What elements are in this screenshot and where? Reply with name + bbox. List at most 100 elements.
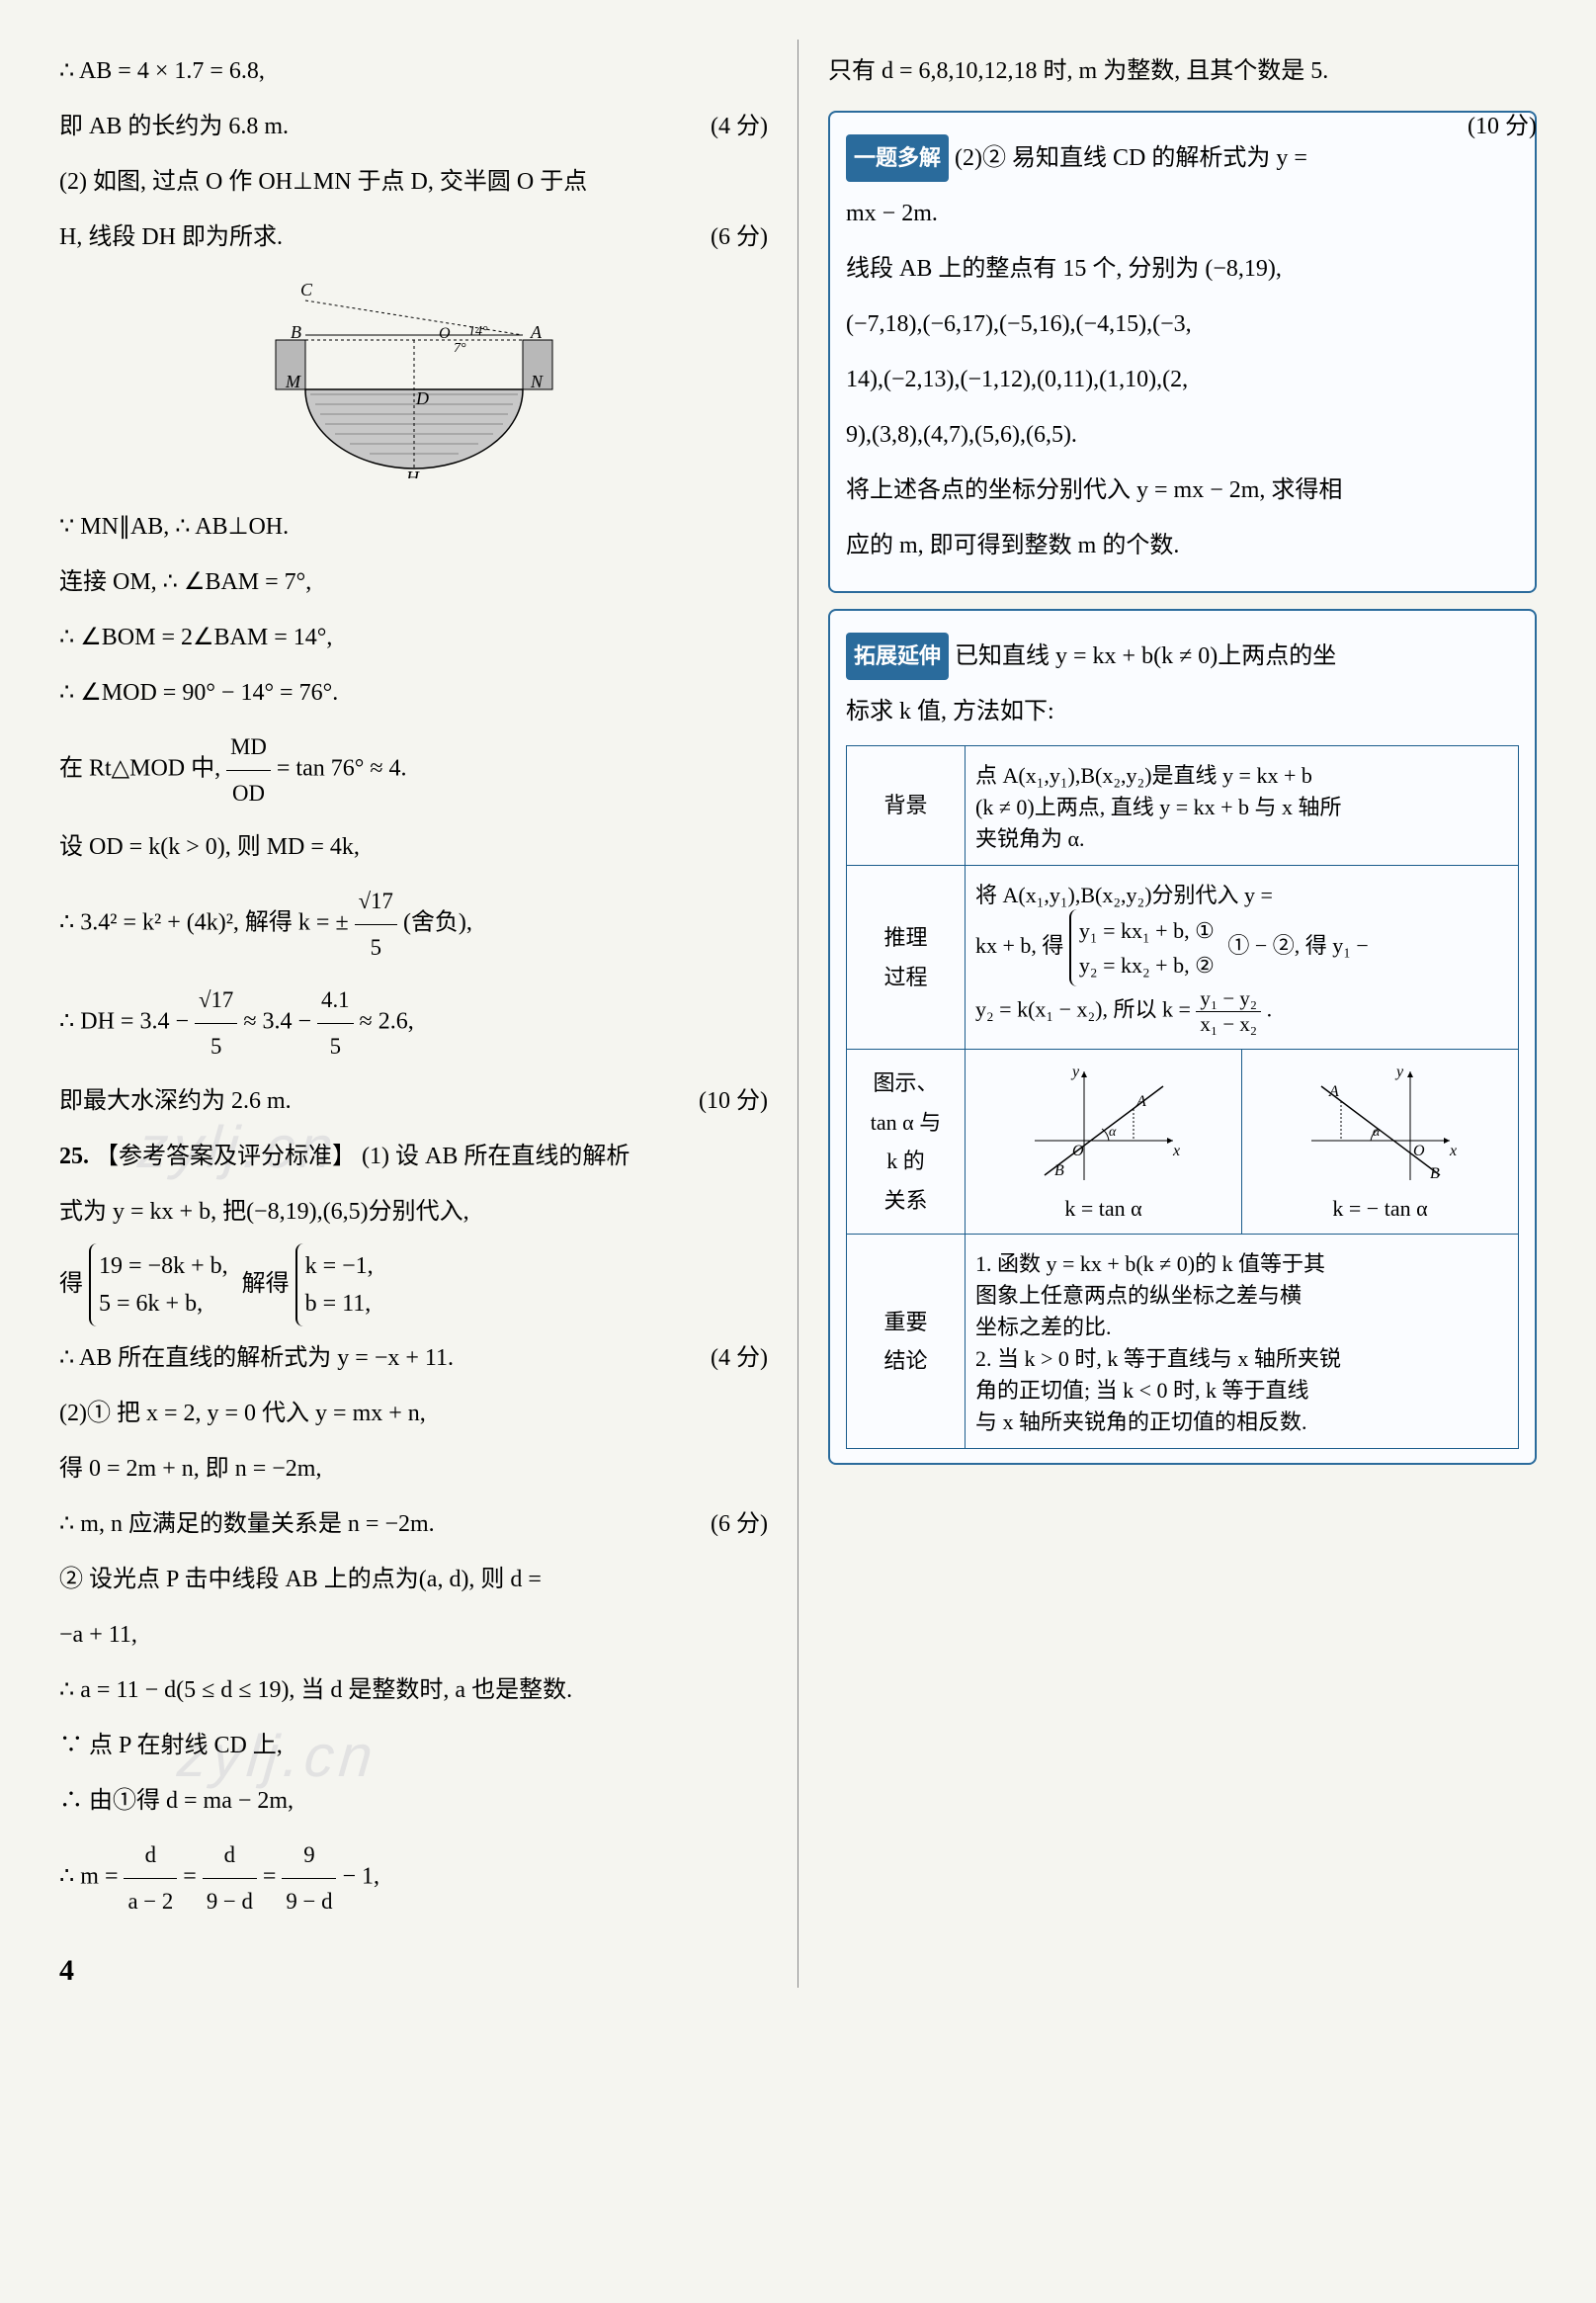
table-row: 图示、 tan α 与 k 的 关系 x y O A — [847, 1050, 1519, 1235]
fraction: d a − 2 — [124, 1833, 177, 1923]
text: ∴ DH = 3.4 − — [59, 1009, 195, 1035]
text-line: ∴ ∠BOM = 2∠BAM = 14°, — [59, 614, 768, 661]
graph-negative-k: x y O A B α — [1302, 1062, 1460, 1190]
svg-text:A: A — [1135, 1093, 1146, 1110]
text-line: ∵ MN∥AB, ∴ AB⊥OH. — [59, 503, 768, 551]
q25-header: 25. 【参考答案及评分标准】 (1) 设 AB 所在直线的解析 — [59, 1133, 768, 1180]
svg-text:H: H — [405, 468, 420, 478]
score: (4 分) — [711, 103, 768, 150]
text: ∴ 3.4² = k² + (4k)², 解得 k = ± — [59, 910, 355, 936]
row-content: 1. 函数 y = kx + b(k ≠ 0)的 k 值等于其 图象上任意两点的… — [966, 1235, 1519, 1449]
svg-text:O: O — [439, 325, 451, 342]
text-line: 将上述各点的坐标分别代入 y = mx − 2m, 求得相 — [846, 467, 1519, 514]
svg-text:B: B — [1430, 1165, 1440, 1182]
text-line: 14),(−2,13),(−1,12),(0,11),(1,10),(2, — [846, 356, 1519, 403]
text-line: ∴ ∠MOD = 90° − 14° = 76°. — [59, 669, 768, 717]
text-line: ∴ m, n 应满足的数量关系是 n = −2m. (6 分) — [59, 1500, 768, 1548]
denominator: 9 − d — [203, 1879, 257, 1924]
q25-title: 【参考答案及评分标准】 — [95, 1144, 356, 1169]
text: (舍负), — [403, 910, 472, 936]
svg-text:O: O — [1413, 1143, 1425, 1159]
graph-label: k = tan α — [975, 1196, 1231, 1222]
denominator: 5 — [355, 925, 397, 971]
text-line: ∴ AB 所在直线的解析式为 y = −x + 11. (4 分) — [59, 1334, 768, 1382]
fraction: √17 5 — [195, 978, 237, 1068]
denominator: 5 — [195, 1024, 237, 1069]
fraction: d 9 − d — [203, 1833, 257, 1923]
text-line: 得 0 = 2m + n, 即 n = −2m, — [59, 1445, 768, 1493]
equation-system: 得 19 = −8k + b, 5 = 6k + b, 解得 k = −1, b… — [59, 1243, 768, 1327]
table-row: 重要 结论 1. 函数 y = kx + b(k ≠ 0)的 k 值等于其 图象… — [847, 1235, 1519, 1449]
eq: b = 11, — [305, 1285, 374, 1322]
alt-solution-box: 一题多解 (2)② 易知直线 CD 的解析式为 y = mx − 2m. 线段 … — [828, 111, 1537, 593]
graph-positive-k: x y O A B α — [1025, 1062, 1183, 1190]
brace-left: 19 = −8k + b, 5 = 6k + b, — [89, 1243, 236, 1327]
page-content: ∴ AB = 4 × 1.7 = 6.8, 即 AB 的长约为 6.8 m. (… — [59, 40, 1537, 1988]
svg-text:14°: 14° — [468, 324, 488, 339]
svg-text:x: x — [1449, 1143, 1457, 1159]
row-label: 背景 — [847, 746, 966, 866]
text-line: mx − 2m. — [846, 190, 1519, 237]
svg-text:B: B — [1054, 1162, 1064, 1179]
text-line: 设 OD = k(k > 0), 则 MD = 4k, — [59, 823, 768, 871]
denominator: OD — [226, 771, 271, 816]
text-line: 式为 y = kx + b, 把(−8,19),(6,5)分别代入, — [59, 1188, 768, 1236]
text: ∴ m = — [59, 1864, 124, 1890]
denominator: x₁ − x₂ — [1196, 1012, 1261, 1037]
text: 1. 函数 y = kx + b(k ≠ 0)的 k 值等于其 — [975, 1246, 1508, 1278]
text: 夹锐角为 α. — [975, 821, 1508, 853]
text-line: 在 Rt△MOD 中, MD OD = tan 76° ≈ 4. — [59, 725, 768, 815]
eq-line: y₂ = k(x₁ − x₂), 所以 k = y₁ − y₂ x₁ − x₂ … — [975, 986, 1508, 1037]
figure-svg: C B A M N D O H 14° 7° — [246, 281, 582, 478]
eq: 5 = 6k + b, — [99, 1285, 228, 1322]
row-content: 将 A(x₁,y₁),B(x₂,y₂)分别代入 y = kx + b, 得 y₁… — [966, 866, 1519, 1050]
graph-cell: x y O A B α k = − tan α — [1242, 1050, 1519, 1235]
fraction: MD OD — [226, 725, 271, 815]
text-line: (2) 如图, 过点 O 作 OH⊥MN 于点 D, 交半圆 O 于点 — [59, 158, 768, 206]
svg-text:M: M — [285, 372, 301, 391]
text-line: 标求 k 值, 方法如下: — [846, 688, 1519, 735]
numerator: d — [124, 1833, 177, 1879]
text: 图象上任意两点的纵坐标之差与横 — [975, 1278, 1508, 1310]
text: 2. 当 k > 0 时, k 等于直线与 x 轴所夹锐 — [975, 1341, 1508, 1373]
semicircle-figure: C B A M N D O H 14° 7° — [59, 281, 768, 483]
text: = tan 76° ≈ 4. — [277, 756, 407, 782]
denominator: a − 2 — [124, 1879, 177, 1924]
text: (2)② 易知直线 CD 的解析式为 y = — [955, 145, 1307, 171]
svg-text:O: O — [1072, 1143, 1084, 1159]
numerator: √17 — [195, 978, 237, 1024]
svg-text:B: B — [291, 322, 301, 342]
text-line: ② 设光点 P 击中线段 AB 上的点为(a, d), 则 d = — [59, 1556, 768, 1603]
text-line: −a + 11, — [59, 1611, 768, 1659]
text-line: ∴ DH = 3.4 − √17 5 ≈ 3.4 − 4.1 5 ≈ 2.6, — [59, 978, 768, 1068]
fraction: 4.1 5 — [317, 978, 354, 1068]
text-line: 只有 d = 6,8,10,12,18 时, m 为整数, 且其个数是 5. — [828, 47, 1537, 95]
text-line: 连接 OM, ∴ ∠BAM = 7°, — [59, 558, 768, 606]
eq: y₂ = kx₂ + b, ② — [1079, 948, 1215, 982]
fraction: 9 9 − d — [282, 1833, 336, 1923]
eq: 19 = −8k + b, — [99, 1247, 228, 1285]
svg-text:N: N — [530, 372, 544, 391]
text-line: 线段 AB 上的整点有 15 个, 分别为 (−8,19), — [846, 245, 1519, 293]
text-line: ∵ 点 P 在射线 CD 上, — [59, 1722, 768, 1769]
text: kx + b, 得 — [975, 933, 1063, 958]
eq: y₁ = kx₁ + b, ① — [1079, 913, 1215, 948]
method-table: 背景 点 A(x₁,y₁),B(x₂,y₂)是直线 y = kx + b (k … — [846, 745, 1519, 1449]
svg-text:C: C — [300, 281, 313, 299]
text: . — [1267, 997, 1273, 1022]
text-line: H, 线段 DH 即为所求. (6 分) — [59, 213, 768, 261]
text: ∴ AB 所在直线的解析式为 y = −x + 11. — [59, 1345, 454, 1371]
text: ≈ 3.4 − — [243, 1009, 317, 1035]
row-label: 推理 过程 — [847, 866, 966, 1050]
text-line: ∴ m = d a − 2 = d 9 − d = 9 9 − d − 1, — [59, 1833, 768, 1923]
svg-text:7°: 7° — [454, 341, 466, 356]
svg-text:A: A — [530, 322, 543, 342]
brace: y₁ = kx₁ + b, ① y₂ = kx₂ + b, ② — [1069, 909, 1222, 986]
text: 得 — [59, 1270, 83, 1296]
numerator: d — [203, 1833, 257, 1879]
right-column: 只有 d = 6,8,10,12,18 时, m 为整数, 且其个数是 5. (… — [828, 40, 1537, 1988]
text: ∴ m, n 应满足的数量关系是 n = −2m. — [59, 1511, 435, 1537]
extension-box: 拓展延伸 已知直线 y = kx + b(k ≠ 0)上两点的坐 标求 k 值,… — [828, 609, 1537, 1465]
text: = — [183, 1864, 203, 1890]
svg-text:α: α — [1109, 1125, 1117, 1140]
